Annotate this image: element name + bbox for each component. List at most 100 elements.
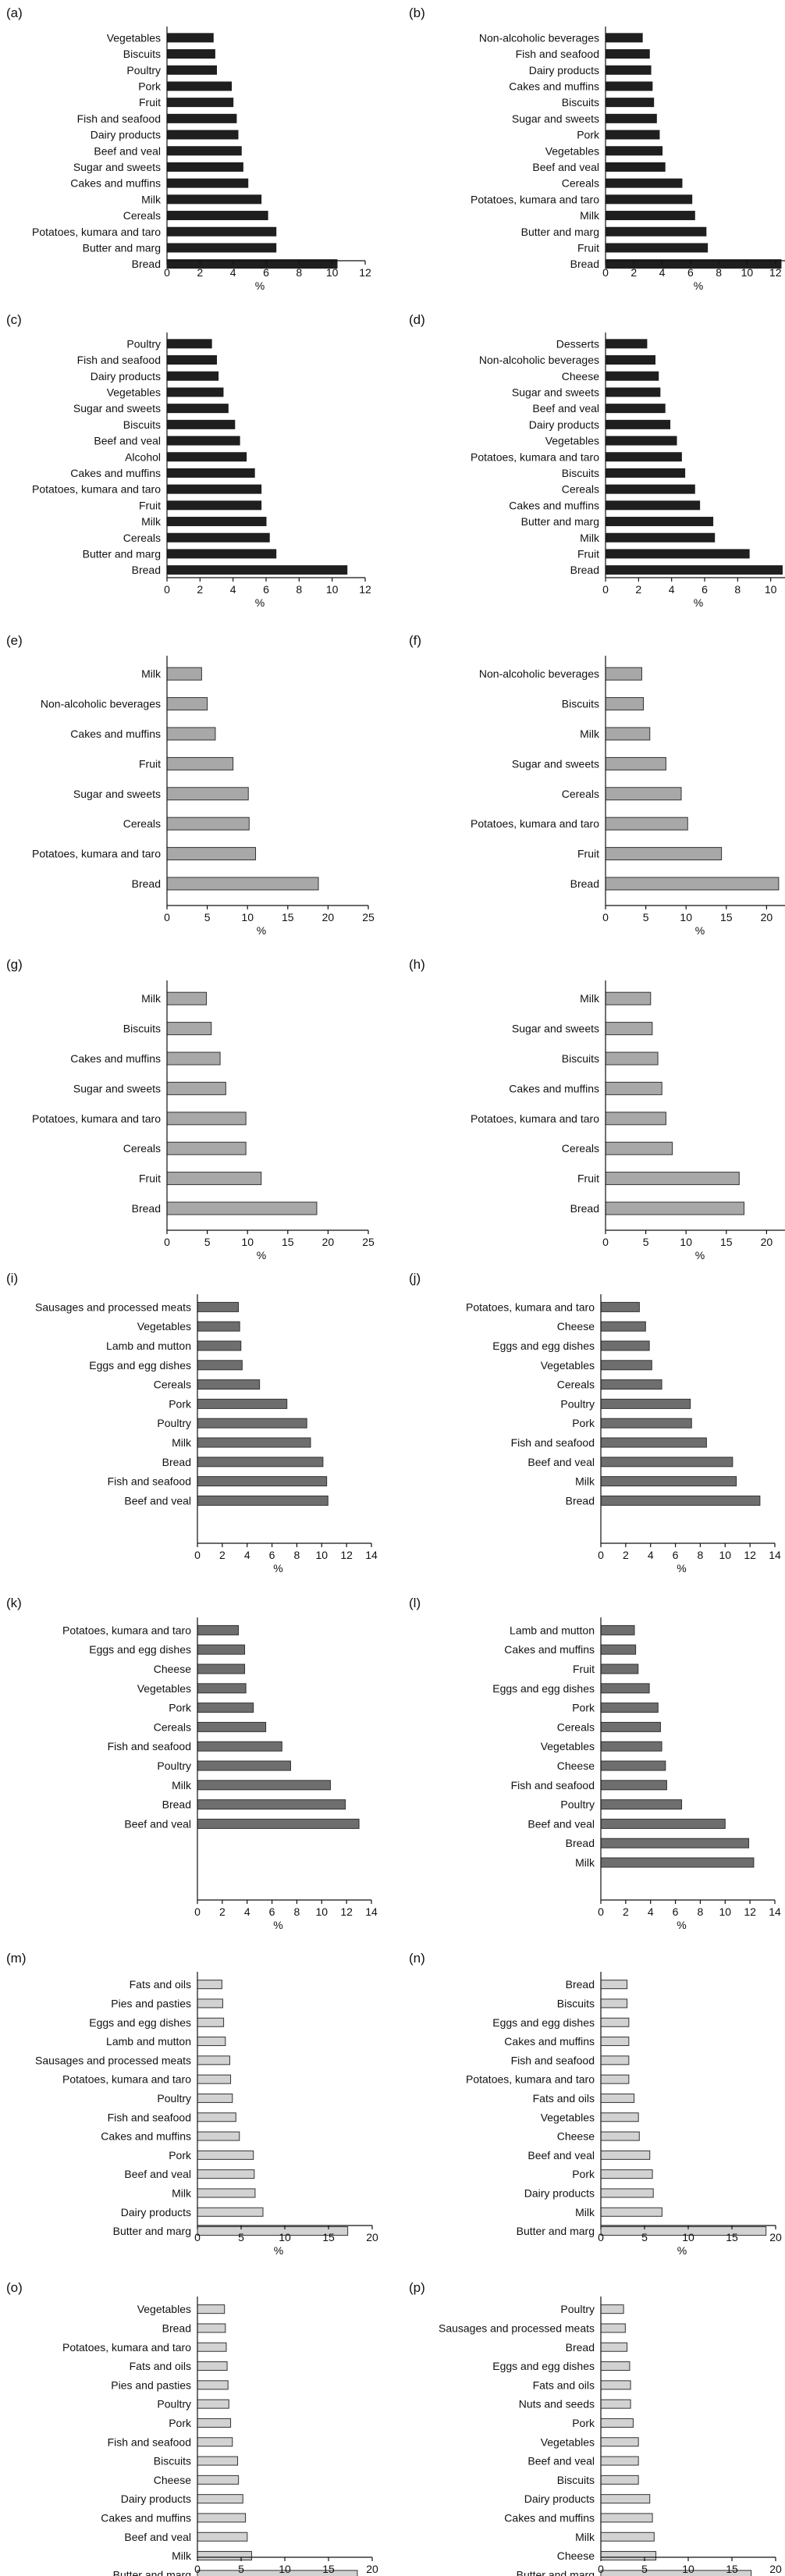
- category-label: Cakes and muffins: [509, 499, 599, 511]
- bar-dairy-products: [600, 2188, 654, 2198]
- category-label: Potatoes, kumara and taro: [466, 1300, 595, 1313]
- x-tick-label: 10: [315, 1905, 328, 1918]
- category-label: Beef and veal: [94, 435, 161, 447]
- x-tick-label: 6: [702, 583, 708, 596]
- x-tick-label: 14: [365, 1549, 378, 1561]
- category-label: Fish and seafood: [511, 1779, 595, 1791]
- bar-cereals: [605, 484, 695, 494]
- category-label: Dairy products: [529, 418, 599, 431]
- bar-vegetables: [605, 436, 677, 446]
- bar-fish-and-seafood: [197, 1741, 282, 1752]
- x-tick-label: 5: [641, 2231, 648, 2243]
- category-label: Fruit: [577, 848, 599, 860]
- category-label: Pork: [169, 1397, 192, 1410]
- bar-sugar-and-sweets: [166, 1081, 226, 1095]
- bar-dairy-products: [166, 371, 219, 381]
- panel-label: (k): [6, 1596, 22, 1610]
- bar-fats-and-oils: [197, 1980, 222, 1990]
- category-label: Biscuits: [154, 2455, 191, 2467]
- x-tick-label: 5: [204, 911, 211, 923]
- bar-pork: [197, 2150, 254, 2160]
- category-label: Bread: [162, 1799, 191, 1811]
- bar-biscuits: [605, 1051, 659, 1066]
- category-label: Bread: [570, 877, 599, 890]
- panel-label: (g): [6, 957, 23, 972]
- x-tick-label: 0: [164, 583, 170, 596]
- bar-beef-and-veal: [197, 1495, 329, 1506]
- bar-vegetables: [166, 33, 214, 43]
- bar-fats-and-oils: [600, 2093, 635, 2103]
- category-label: Fruit: [139, 757, 161, 770]
- bar-cereals: [600, 1721, 661, 1732]
- category-label: Milk: [172, 2186, 192, 2199]
- category-label: Milk: [580, 728, 600, 740]
- panel-m: (m) Butter and marg Dairy products Milk Beef…: [6, 1951, 378, 2257]
- x-tick-label: 12: [744, 1905, 756, 1918]
- x-axis-label: %: [257, 924, 266, 937]
- x-tick-label: 12: [340, 1549, 353, 1561]
- panel-label: (c): [6, 312, 22, 327]
- panel-b: (b) Bread Fruit Butter and marg Milk Potatoes…: [409, 5, 785, 292]
- category-label: Potatoes, kumara and taro: [471, 817, 599, 830]
- bar-bread: [166, 1201, 318, 1215]
- bar-cakes-and-muffins: [605, 81, 653, 91]
- bar-milk: [166, 991, 208, 1005]
- bar-potatoes-kumara-and-taro: [600, 1301, 640, 1312]
- panel-g: (g) Bread Fruit Cereals Potatoes, kumara and…: [6, 957, 375, 1261]
- bar-cheese: [600, 1321, 646, 1332]
- x-axis-label: %: [677, 2244, 687, 2257]
- bar-poultry: [600, 1398, 691, 1409]
- panel-label: (d): [409, 312, 425, 327]
- category-label: Butter and marg: [517, 2225, 595, 2237]
- bar-fish-and-seafood: [600, 1780, 667, 1791]
- x-tick-label: 20: [366, 2563, 378, 2575]
- bar-milk: [197, 1780, 331, 1791]
- category-label: Bread: [162, 1456, 191, 1468]
- x-tick-label: 15: [282, 1236, 294, 1248]
- bar-milk: [600, 2532, 655, 2542]
- x-tick-label: 10: [279, 2563, 291, 2575]
- x-tick-label: 15: [720, 1236, 733, 1248]
- bar-poultry: [197, 1418, 307, 1429]
- x-tick-label: 12: [359, 583, 371, 596]
- panel-label: (m): [6, 1951, 26, 1966]
- category-label: Potatoes, kumara and taro: [32, 1112, 161, 1125]
- bar-bread: [197, 2323, 226, 2333]
- category-label: Alcohol: [125, 450, 161, 463]
- x-tick-label: 10: [765, 583, 777, 596]
- bar-cakes-and-muffins: [600, 1644, 637, 1655]
- panel-label: (b): [409, 5, 425, 20]
- bar-pork: [600, 1418, 692, 1429]
- panel-l: (l) Milk Bread Beef and veal Poultry Fish and…: [409, 1596, 781, 1931]
- panel-d: (d) Bread Fruit Milk Butter and marg Cakes an…: [409, 312, 785, 609]
- x-tick-label: 0: [194, 1905, 201, 1918]
- bar-fish-and-seafood: [600, 2055, 630, 2065]
- bar-fruit: [166, 756, 234, 770]
- category-label: Eggs and egg dishes: [492, 1682, 595, 1695]
- x-tick-label: 0: [598, 1905, 604, 1918]
- category-label: Dairy products: [91, 129, 161, 141]
- x-tick-label: 14: [769, 1549, 781, 1561]
- category-label: Cereals: [562, 788, 599, 800]
- bar-cakes-and-muffins: [600, 2513, 653, 2523]
- bar-cheese: [600, 2131, 640, 2141]
- category-label: Vegetables: [541, 1740, 595, 1752]
- x-tick-label: 20: [761, 1236, 773, 1248]
- bar-fish-and-seafood: [197, 1476, 328, 1487]
- bar-cereals: [605, 787, 682, 801]
- bar-poultry: [197, 2399, 229, 2409]
- bar-vegetables: [197, 1683, 247, 1694]
- x-tick-label: 5: [643, 1236, 649, 1248]
- bar-sausages-and-processed-meats: [197, 1301, 240, 1312]
- x-tick-label: 10: [741, 266, 754, 279]
- category-label: Lamb and mutton: [510, 1624, 595, 1636]
- bar-dairy-products: [605, 65, 652, 75]
- category-label: Sausages and processed meats: [439, 2322, 595, 2334]
- x-tick-label: 25: [362, 911, 375, 923]
- category-label: Pork: [572, 2417, 595, 2429]
- x-tick-label: 6: [673, 1905, 679, 1918]
- x-tick-label: 6: [269, 1905, 275, 1918]
- category-label: Vegetables: [541, 1359, 595, 1372]
- x-tick-label: 8: [716, 266, 722, 279]
